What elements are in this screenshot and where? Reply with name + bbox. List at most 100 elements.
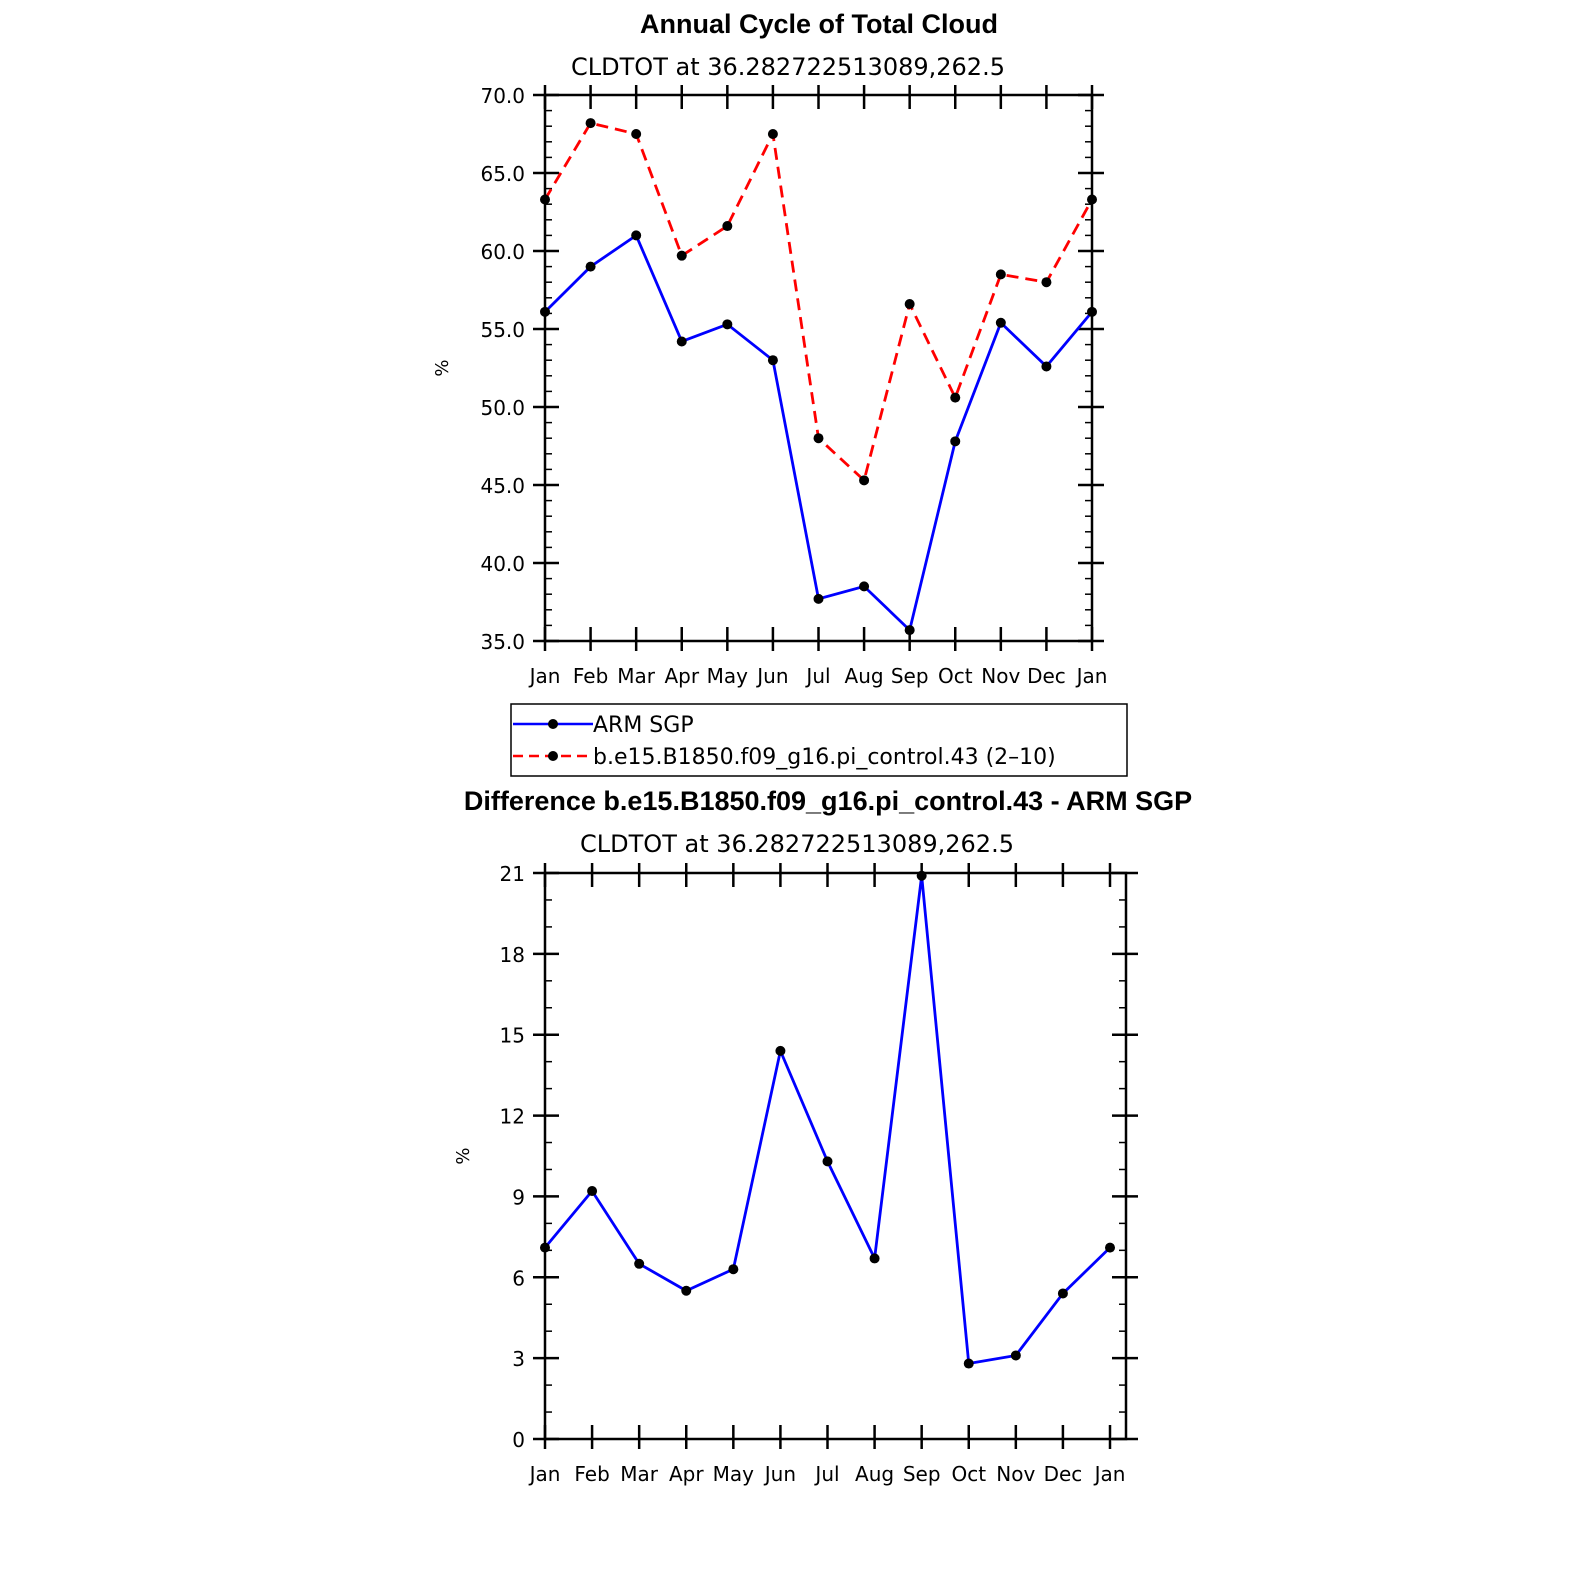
axes bbox=[533, 85, 1104, 651]
y-tick-label: 18 bbox=[500, 943, 525, 967]
data-point bbox=[587, 1186, 598, 1197]
y-tick-label: 6 bbox=[512, 1266, 525, 1290]
data-point bbox=[813, 433, 824, 444]
x-tick-label: Jan bbox=[528, 664, 561, 688]
data-point bbox=[722, 319, 733, 330]
x-tick-label: Mar bbox=[620, 1462, 659, 1486]
data-point bbox=[869, 1253, 880, 1264]
legend-box bbox=[510, 703, 1128, 777]
x-tick-label: Sep bbox=[891, 664, 929, 688]
tick-labels: Jan Feb Mar Apr May Jun Jul Aug Sep Oct Nov Dec Jan3… bbox=[480, 84, 1107, 688]
legend-label-arm-sgp: ARM SGP bbox=[593, 713, 694, 738]
series-group bbox=[540, 870, 1115, 1369]
x-tick-label: Mar bbox=[617, 664, 656, 688]
plot-frame bbox=[543, 93, 1094, 643]
data-point bbox=[540, 306, 550, 317]
x-tick-label: Jan bbox=[528, 1462, 561, 1486]
data-point bbox=[676, 336, 687, 347]
data-point bbox=[1010, 1350, 1021, 1361]
data-point bbox=[1087, 306, 1097, 317]
y-tick-label: 40.0 bbox=[480, 552, 525, 576]
x-tick-label: Aug bbox=[845, 664, 884, 688]
y-axis-label: % bbox=[453, 1147, 474, 1164]
data-point bbox=[1087, 194, 1097, 205]
y-tick-label: 45.0 bbox=[480, 474, 525, 498]
y-tick-label: 15 bbox=[500, 1024, 525, 1048]
data-point bbox=[681, 1285, 692, 1296]
x-tick-label: Jan bbox=[1075, 664, 1108, 688]
difference-chart: Difference b.e15.B1850.f09_g16.pi_contro… bbox=[453, 786, 1192, 1486]
data-point bbox=[728, 1264, 739, 1275]
data-point bbox=[822, 1156, 833, 1167]
data-point bbox=[722, 221, 733, 232]
plot-frame bbox=[543, 871, 1128, 1441]
chart-subtitle: CLDTOT at 36.282722513089,262.5 bbox=[571, 53, 1005, 81]
series-line bbox=[543, 121, 1094, 483]
tick-labels: Jan Feb Mar Apr May Jun Jul Aug Sep Oct Nov Dec Jan0… bbox=[500, 862, 1126, 1486]
data-point bbox=[631, 129, 642, 139]
x-tick-label: Nov bbox=[996, 1462, 1035, 1486]
annual-cycle-chart: Annual Cycle of Total Cloud CLDTOT at 36… bbox=[432, 9, 1107, 688]
x-tick-label: Jun bbox=[763, 1462, 796, 1486]
x-tick-label: Jul bbox=[804, 664, 830, 688]
x-tick-label: Oct bbox=[938, 664, 973, 688]
y-tick-label: 0 bbox=[512, 1428, 525, 1452]
x-tick-label: Apr bbox=[669, 1462, 704, 1486]
data-point bbox=[995, 269, 1006, 280]
axes bbox=[533, 863, 1138, 1449]
x-tick-label: Jul bbox=[813, 1462, 839, 1486]
data-point bbox=[631, 230, 642, 241]
data-point bbox=[540, 1242, 550, 1253]
data-point bbox=[775, 1045, 786, 1056]
data-point bbox=[963, 1358, 974, 1369]
data-point bbox=[859, 581, 870, 592]
y-tick-label: 55.0 bbox=[480, 318, 525, 342]
data-point bbox=[995, 317, 1006, 328]
data-point bbox=[634, 1258, 645, 1269]
x-tick-label: Oct bbox=[951, 1462, 986, 1486]
data-point bbox=[676, 250, 687, 261]
data-point bbox=[540, 194, 550, 205]
x-tick-label: Dec bbox=[1027, 664, 1066, 688]
y-tick-label: 50.0 bbox=[480, 396, 525, 420]
legend-marker-arm-sgp bbox=[548, 719, 558, 729]
y-tick-label: 35.0 bbox=[480, 630, 525, 654]
data-point bbox=[859, 475, 870, 486]
y-axis-label: % bbox=[432, 359, 453, 376]
data-point bbox=[1105, 1242, 1115, 1253]
legend-marker-model bbox=[548, 751, 558, 761]
data-point bbox=[1041, 361, 1052, 372]
x-tick-label: Aug bbox=[855, 1462, 894, 1486]
data-point bbox=[585, 118, 596, 129]
data-point bbox=[1041, 277, 1052, 288]
x-tick-label: Jan bbox=[1093, 1462, 1126, 1486]
y-tick-label: 9 bbox=[512, 1185, 525, 1209]
x-tick-label: May bbox=[713, 1462, 755, 1486]
series-group bbox=[540, 118, 1097, 636]
x-tick-label: Apr bbox=[664, 664, 699, 688]
x-tick-label: Feb bbox=[573, 664, 608, 688]
data-point bbox=[767, 129, 778, 139]
y-tick-label: 60.0 bbox=[480, 240, 525, 264]
data-point bbox=[916, 870, 927, 881]
y-tick-label: 70.0 bbox=[480, 84, 525, 108]
x-tick-label: Sep bbox=[903, 1462, 941, 1486]
legend-item-arm-sgp: ARM SGP bbox=[513, 713, 694, 738]
data-point bbox=[767, 355, 778, 366]
data-point bbox=[904, 299, 915, 310]
y-tick-label: 12 bbox=[500, 1105, 525, 1129]
chart-title: Difference b.e15.B1850.f09_g16.pi_contro… bbox=[464, 786, 1192, 816]
legend-label-model: b.e15.B1850.f09_g16.pi_control.43 (2–10) bbox=[593, 745, 1056, 770]
x-tick-label: May bbox=[707, 664, 749, 688]
data-point bbox=[585, 261, 596, 272]
data-point bbox=[950, 392, 961, 403]
x-tick-label: Nov bbox=[981, 664, 1020, 688]
y-tick-label: 65.0 bbox=[480, 162, 525, 186]
x-tick-label: Feb bbox=[574, 1462, 609, 1486]
x-tick-label: Jun bbox=[755, 664, 788, 688]
chart-title: Annual Cycle of Total Cloud bbox=[640, 9, 998, 39]
data-point bbox=[813, 593, 824, 604]
chart-subtitle: CLDTOT at 36.282722513089,262.5 bbox=[580, 830, 1014, 858]
data-point bbox=[950, 436, 961, 447]
legend: ARM SGP b.e15.B1850.f09_g16.pi_control.4… bbox=[510, 703, 1128, 777]
